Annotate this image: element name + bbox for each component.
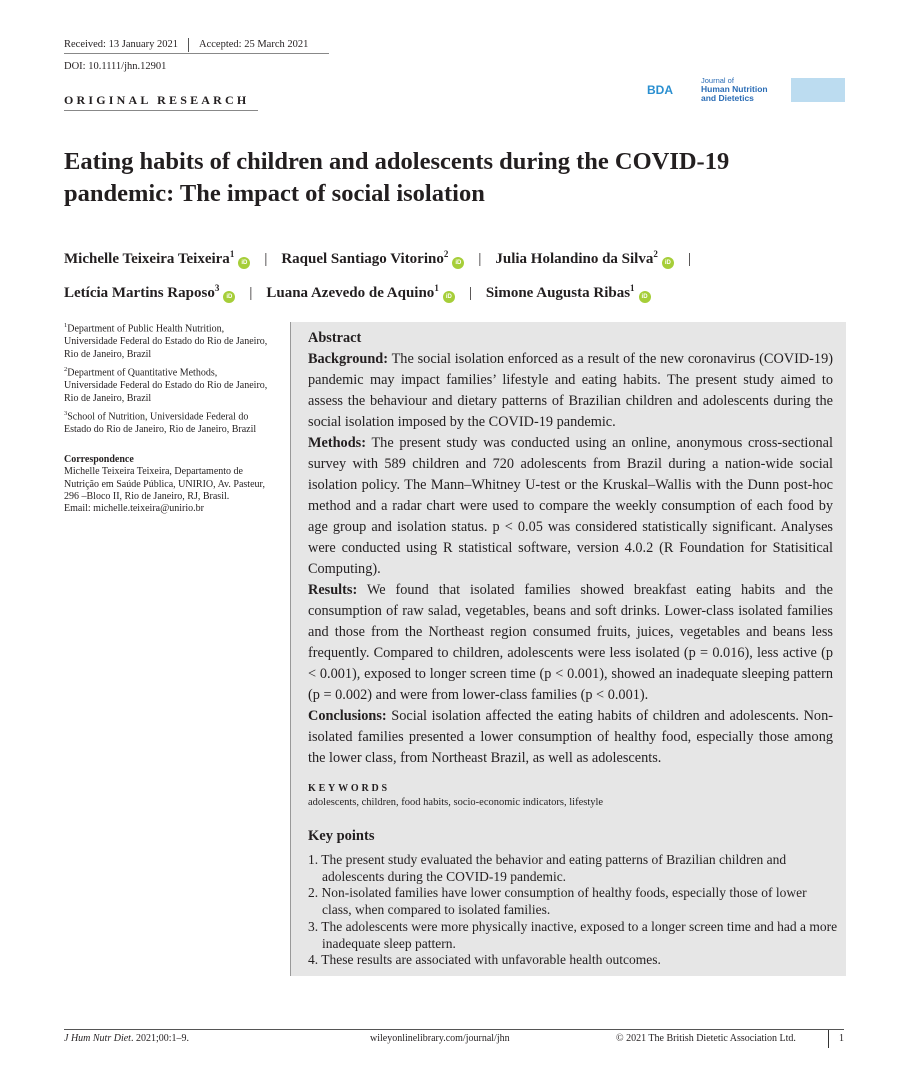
affiliation-number: 2 [64, 366, 68, 374]
correspondence: Correspondence Michelle Teixeira Teixeir… [64, 454, 269, 515]
section-label: Conclusions: [308, 708, 387, 724]
affiliation: 1Department of Public Health Nutrition, … [64, 320, 269, 361]
doi[interactable]: DOI: 10.1111/jhn.12901 [64, 61, 167, 72]
author-name: Julia Holandino da Silva [495, 251, 654, 267]
key-point: 4. These results are associated with unf… [308, 952, 661, 968]
section-text: Social isolation affected the eating hab… [308, 708, 833, 766]
author[interactable]: Michelle Teixeira Teixeira1iD [64, 249, 251, 269]
divider [64, 53, 329, 54]
keywords-heading: KEYWORDS [308, 783, 390, 794]
divider [64, 1029, 844, 1030]
abstract: Abstract Background: The social isolatio… [308, 328, 833, 769]
citation-details: . 2021;00:1–9. [130, 1033, 190, 1044]
received-date: Received: 13 January 2021 [64, 39, 179, 51]
affiliation-number: 2 [443, 249, 449, 259]
correspondence-address: Michelle Teixeira Teixeira, Departamento… [64, 466, 265, 502]
orcid-icon[interactable]: iD [638, 291, 651, 303]
copyright: © 2021 The British Dietetic Association … [616, 1033, 796, 1044]
affiliations: 1Department of Public Health Nutrition, … [64, 320, 269, 440]
affiliation-text: Department of Quantitative Methods, Univ… [64, 367, 268, 404]
keywords: adolescents, children, food habits, soci… [308, 797, 604, 808]
abstract-heading: Abstract [308, 330, 362, 346]
key-point: 2. Non-isolated families have lower cons… [308, 885, 807, 918]
orcid-icon[interactable]: iD [661, 257, 674, 269]
article-dates: Received: 13 January 2021 Accepted: 25 Ma… [64, 38, 308, 52]
article-title: Eating habits of children and adolescent… [64, 148, 730, 207]
author[interactable]: Simone Augusta Ribas1iD [485, 283, 651, 303]
citation-journal: J Hum Nutr Diet [64, 1033, 131, 1044]
correspondence-email[interactable]: Email: michelle.teixeira@unirio.br [64, 503, 204, 515]
abstract-box [290, 322, 846, 976]
orcid-icon[interactable]: iD [238, 257, 251, 269]
section-label: Methods: [308, 435, 366, 451]
affiliation-number: 3 [64, 410, 68, 418]
orcid-icon[interactable]: iD [452, 257, 465, 269]
author[interactable]: Letícia Martins Raposo3iD [64, 283, 236, 303]
key-point: 1. The present study evaluated the behav… [308, 852, 787, 884]
article-type: ORIGINAL RESEARCH [64, 93, 250, 107]
author-name: Raquel Santiago Vitorino [281, 251, 444, 267]
abstract-methods: Methods: The present study was conducted… [308, 433, 833, 580]
affiliation-number: 3 [214, 283, 220, 293]
affiliation-number: 1 [630, 283, 635, 293]
orcid-icon[interactable]: iD [223, 291, 236, 303]
affiliation-text: School of Nutrition, Universidade Federa… [64, 411, 257, 436]
author[interactable]: Luana Azevedo de Aquino1iD [266, 283, 455, 303]
journal-logo: BDA Journal of Human Nutrition and Diete… [647, 77, 845, 103]
accepted-date: Accepted: 25 March 2021 [199, 39, 309, 51]
affiliation-number: 2 [653, 249, 658, 259]
key-point: 3. The adolescents were more physically … [308, 918, 838, 951]
author-name: Simone Augusta Ribas [485, 285, 631, 301]
section-label: Results: [308, 582, 358, 598]
affiliation: 2Department of Quantitative Methods, Uni… [64, 364, 269, 405]
orcid-icon[interactable]: iD [442, 291, 455, 303]
author-list: Michelle Teixeira Teixeira1iD | Raquel San… [64, 249, 691, 303]
key-points-heading: Key points [308, 828, 375, 844]
divider [64, 110, 258, 111]
section-text: The social isolation enforced as a resul… [308, 351, 833, 430]
abstract-results: Results: We found that isolated families… [308, 580, 833, 706]
journal-name: Journal of Human Nutrition and Dietetics [701, 77, 791, 103]
affiliation-number: 1 [64, 322, 68, 329]
key-points-list: 1. The present study evaluated the behav… [308, 852, 838, 969]
author-name: Luana Azevedo de Aquino [266, 285, 435, 301]
author-name: Letícia Martins Raposo [64, 285, 215, 301]
section-label: Background: [308, 351, 388, 367]
abstract-background: Background: The social isolation enforce… [308, 349, 833, 433]
journal-name-line: Human Nutrition [701, 84, 768, 94]
bda-logo: BDA [647, 83, 673, 97]
citation: J Hum Nutr Diet. 2021;00:1–9. [64, 1033, 189, 1044]
divider [188, 38, 190, 52]
affiliation: 3School of Nutrition, Universidade Feder… [64, 408, 269, 437]
abstract-conclusions: Conclusions: Social isolation affected t… [308, 706, 833, 769]
affiliation-text: Department of Public Health Nutrition, U… [64, 323, 268, 360]
section-text: The present study was conducted using an… [308, 435, 834, 577]
journal-name-line: Journal of [701, 76, 734, 85]
author[interactable]: Julia Holandino da Silva2iD [495, 249, 674, 269]
author[interactable]: Raquel Santiago Vitorino2iD [281, 249, 465, 269]
logo-band [791, 78, 845, 102]
affiliation-number: 1 [434, 283, 439, 293]
author-name: Michelle Teixeira Teixeira [64, 251, 230, 267]
journal-url[interactable]: wileyonlinelibrary.com/journal/jhn [370, 1033, 510, 1044]
affiliation-number: 1 [229, 249, 235, 259]
section-text: We found that isolated families showed b… [308, 582, 834, 703]
correspondence-heading: Correspondence [64, 454, 134, 465]
journal-name-line: and Dietetics [701, 93, 754, 103]
page-number: 1 [828, 1030, 844, 1048]
